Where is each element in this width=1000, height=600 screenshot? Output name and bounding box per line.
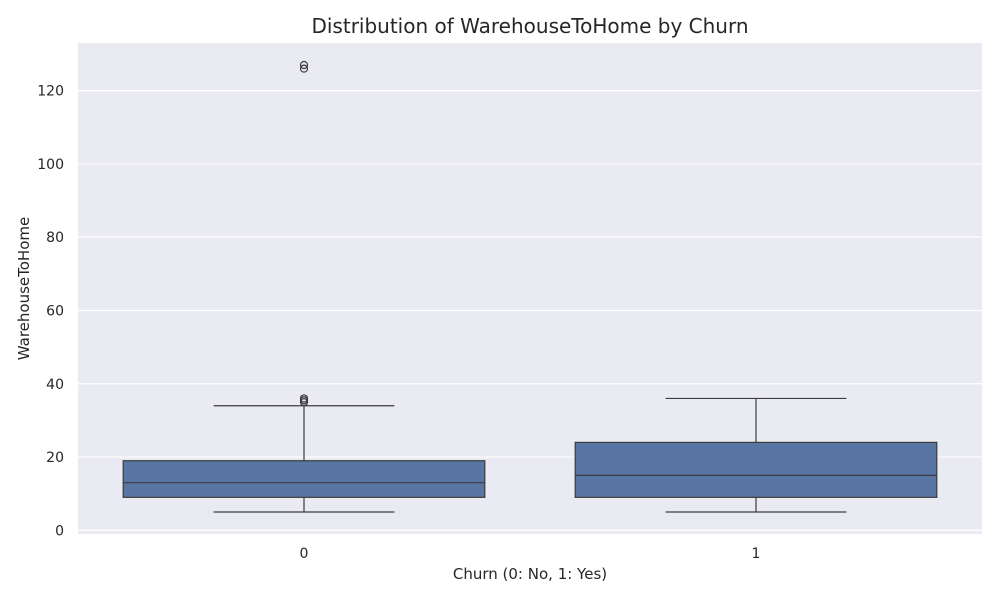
box-group-0 [122,60,486,513]
y-tick-label: 120 [37,84,64,100]
x-tick-label: 1 [752,546,761,562]
iqr-box [574,441,938,498]
y-tick-label: 80 [46,230,64,246]
iqr-box [122,460,486,498]
y-tick-label: 60 [46,303,64,319]
outlier-point [299,60,309,70]
y-tick-label: 100 [37,157,64,173]
y-tick-label: 20 [46,450,64,466]
y-axis-label: WarehouseToHome [15,217,33,360]
y-tick-label: 40 [46,377,64,393]
outlier-point [299,394,309,403]
y-tick-labels: 0 20 40 60 80 100 120 [37,84,64,540]
boxes [122,60,938,513]
x-axis-label: Churn (0: No, 1: Yes) [453,565,607,583]
box-group-1 [574,397,938,513]
chart-title: Distribution of WarehouseToHome by Churn [311,14,748,38]
y-tick-label: 0 [55,523,64,539]
outlier-point [299,64,309,73]
gridlines [78,90,982,531]
x-tick-label: 0 [300,546,309,562]
